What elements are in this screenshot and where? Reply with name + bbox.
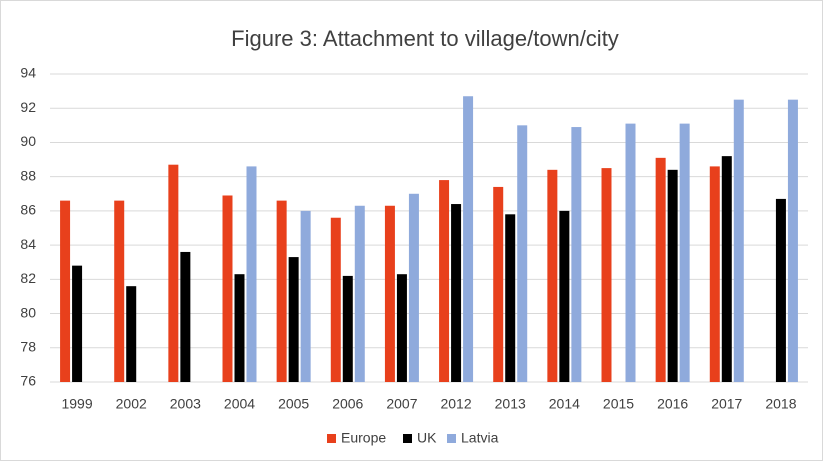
x-tick-label: 2013: [495, 396, 526, 412]
bar: [733, 99, 744, 383]
legend-label: Europe: [341, 430, 386, 446]
bar: [354, 205, 365, 382]
y-tick-label: 88: [20, 167, 36, 183]
bar: [342, 275, 353, 382]
bar: [439, 180, 450, 382]
bar: [330, 217, 341, 382]
x-tick-label: 2017: [711, 396, 742, 412]
bar: [787, 99, 798, 383]
x-tick-label: 2004: [224, 396, 255, 412]
x-tick-label: 2015: [603, 396, 634, 412]
bar: [222, 195, 233, 382]
legend-label: Latvia: [461, 430, 499, 446]
bar: [234, 274, 245, 382]
bar: [721, 156, 732, 382]
bar: [408, 193, 419, 382]
bar: [451, 204, 462, 382]
bar: [571, 127, 582, 383]
bar: [396, 274, 407, 382]
bar: [72, 265, 83, 382]
bar: [655, 157, 666, 382]
bar: [625, 123, 636, 382]
x-tick-label: 2018: [765, 396, 796, 412]
bar: [276, 200, 287, 382]
legend-swatch: [327, 434, 336, 443]
y-tick-label: 76: [20, 373, 36, 389]
x-tick-label: 2002: [116, 396, 147, 412]
y-tick-label: 82: [20, 270, 36, 286]
bar: [126, 286, 137, 382]
legend-label: UK: [417, 430, 437, 446]
bar: [667, 169, 678, 382]
chart-title: Figure 3: Attachment to village/town/cit…: [231, 26, 619, 51]
bar: [463, 96, 474, 382]
bar: [493, 186, 504, 382]
x-tick-label: 2003: [170, 396, 201, 412]
bar: [288, 257, 299, 382]
x-tick-label: 2007: [386, 396, 417, 412]
bar: [505, 214, 516, 382]
legend-swatch: [447, 434, 456, 443]
bar: [559, 210, 570, 382]
bar: [775, 198, 786, 382]
bar: [300, 210, 311, 382]
bar: [517, 125, 528, 382]
x-tick-label: 2005: [278, 396, 309, 412]
y-tick-label: 84: [20, 236, 36, 252]
legend-swatch: [403, 434, 412, 443]
bar: [601, 168, 612, 382]
bar: [168, 164, 179, 382]
bar: [180, 251, 191, 382]
x-tick-label: 2016: [657, 396, 688, 412]
bar: [384, 205, 395, 382]
x-tick-label: 1999: [61, 396, 92, 412]
bar: [246, 166, 257, 382]
bar: [679, 123, 690, 382]
x-tick-label: 2006: [332, 396, 363, 412]
y-tick-label: 92: [20, 99, 36, 115]
x-tick-label: 2014: [549, 396, 580, 412]
y-tick-label: 90: [20, 133, 36, 149]
y-tick-label: 94: [20, 65, 36, 81]
y-tick-label: 86: [20, 202, 36, 218]
y-tick-label: 78: [20, 338, 36, 354]
bar: [709, 166, 720, 382]
bar: [60, 200, 71, 382]
bar: [114, 200, 125, 382]
y-tick-label: 80: [20, 304, 36, 320]
bar: [547, 169, 558, 382]
x-tick-label: 2012: [440, 396, 471, 412]
